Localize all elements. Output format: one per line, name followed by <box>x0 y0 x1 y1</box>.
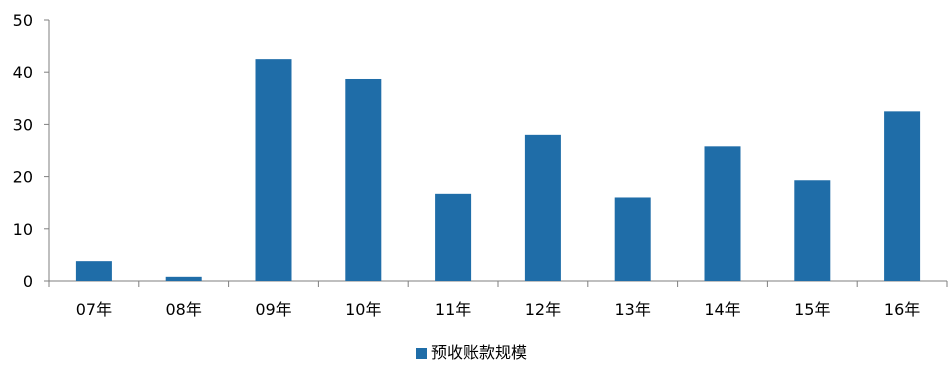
x-tick-label: 09年 <box>255 300 291 319</box>
x-tick-label: 15年 <box>794 300 830 319</box>
bar <box>165 276 202 281</box>
bar <box>884 111 921 281</box>
y-tick-label: 0 <box>23 272 33 291</box>
legend: 预收账款规模 <box>416 343 527 362</box>
bar <box>435 193 472 281</box>
x-tick-label: 14年 <box>704 300 740 319</box>
x-tick-label: 10年 <box>345 300 381 319</box>
x-tick-label: 11年 <box>435 300 471 319</box>
y-tick-label: 30 <box>13 115 33 134</box>
y-tick-label: 50 <box>13 11 33 30</box>
bars-layer <box>75 59 921 282</box>
y-tick-label: 10 <box>13 220 33 239</box>
x-tick-label: 08年 <box>166 300 202 319</box>
y-tick-label: 20 <box>13 168 33 187</box>
x-tick-label: 13年 <box>615 300 651 319</box>
bar <box>75 261 112 281</box>
x-tick-label: 12年 <box>525 300 561 319</box>
bar <box>255 59 292 282</box>
bar <box>524 134 561 281</box>
legend-label: 预收账款规模 <box>431 343 527 362</box>
bar <box>614 197 651 281</box>
bar <box>345 78 382 282</box>
labels-layer: 0 10 20 30 40 50 07年 08年 09年 10年 11年 12年 13年 14年 15年 16… <box>13 11 921 319</box>
bar <box>704 146 741 281</box>
x-tick-label: 16年 <box>884 300 920 319</box>
bar <box>794 180 831 281</box>
legend-swatch <box>416 348 427 359</box>
x-tick-label: 07年 <box>76 300 112 319</box>
y-tick-label: 40 <box>13 63 33 82</box>
